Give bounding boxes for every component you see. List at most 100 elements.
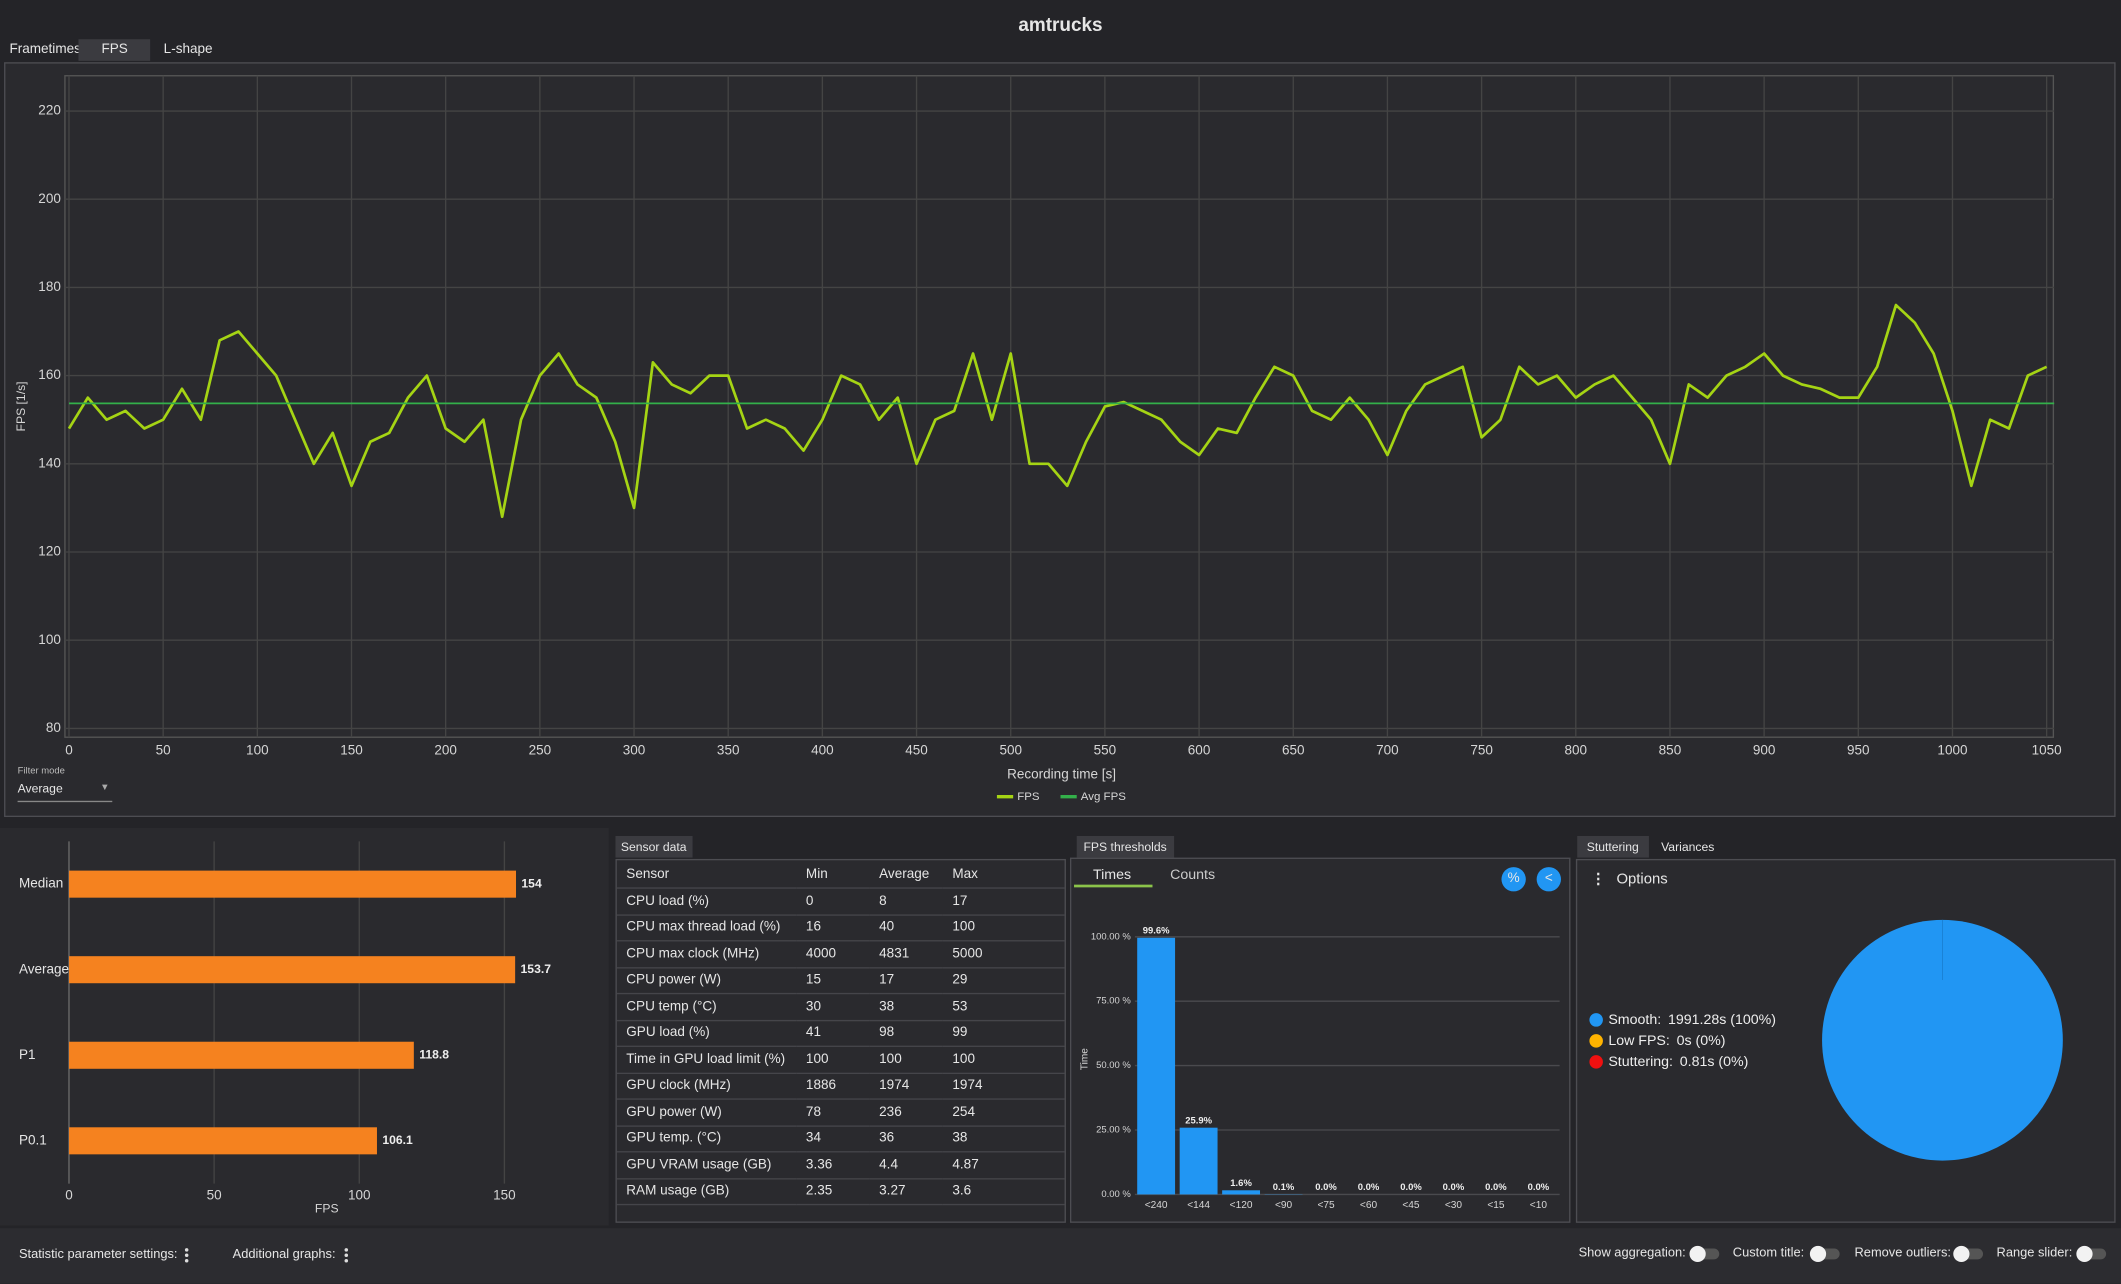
tab[interactable]: L-shape bbox=[163, 41, 213, 57]
kebab-dot bbox=[344, 1258, 349, 1263]
table-cell: 100 bbox=[942, 1046, 1065, 1074]
x-tick-label: <60 bbox=[1360, 1200, 1378, 1211]
table-cell: 99 bbox=[942, 1019, 1065, 1047]
subtab[interactable]: Counts bbox=[1170, 867, 1216, 884]
table-cell: 4.4 bbox=[869, 1151, 943, 1179]
x-tick-label: <90 bbox=[1275, 1200, 1293, 1211]
x-tick-label: 100 bbox=[246, 742, 269, 757]
legend-dot bbox=[1589, 1013, 1603, 1027]
legend-category: Stuttering: bbox=[1608, 1054, 1673, 1070]
table-cell: 98 bbox=[869, 1019, 943, 1047]
table-row: CPU load (%) 0 8 17 bbox=[616, 888, 1065, 916]
kebab-dot bbox=[344, 1253, 349, 1258]
x-tick-label: 850 bbox=[1659, 742, 1682, 757]
table-cell: 30 bbox=[796, 993, 870, 1021]
x-tick-label: 100 bbox=[348, 1187, 371, 1202]
legend-value: 0.81s (0%) bbox=[1680, 1054, 1749, 1070]
x-tick-label: <10 bbox=[1530, 1200, 1548, 1211]
legend-value: 0s (0%) bbox=[1677, 1033, 1726, 1049]
tab-selected[interactable]: FPS bbox=[78, 39, 151, 61]
bar bbox=[68, 870, 517, 898]
x-tick-label: 900 bbox=[1753, 742, 1776, 757]
subtab-selected[interactable]: Times bbox=[1092, 867, 1132, 884]
table-cell: 34 bbox=[796, 1125, 870, 1153]
table-cell: 236 bbox=[869, 1099, 943, 1127]
y-tick-label: 75.00 % bbox=[1096, 996, 1131, 1007]
footer-bar bbox=[0, 1228, 2121, 1284]
table-cell: CPU max clock (MHz) bbox=[616, 940, 797, 968]
filter-value: Average bbox=[17, 781, 63, 796]
table-cell: CPU load (%) bbox=[616, 888, 797, 916]
toggle-knob bbox=[1953, 1245, 1970, 1263]
table-cell: 16 bbox=[796, 914, 870, 942]
column-header: Average bbox=[869, 860, 943, 889]
tab[interactable]: Variances bbox=[1661, 840, 1715, 854]
footer-label: Show aggregation: bbox=[1578, 1245, 1686, 1261]
y-tick-label: 180 bbox=[38, 279, 61, 294]
pie-slice bbox=[1822, 919, 2063, 1161]
value-label: 0.0% bbox=[1400, 1182, 1422, 1193]
y-tick-label: 140 bbox=[38, 455, 61, 470]
subtab-underline bbox=[1074, 884, 1153, 888]
table-cell: 15 bbox=[796, 967, 870, 995]
y-tick-label: 200 bbox=[38, 191, 61, 206]
y-axis-label: Time bbox=[1080, 1048, 1091, 1070]
filter-select[interactable]: Average ▼ bbox=[17, 781, 113, 803]
sensor-panel: Sensor Min Average Max CPU load (%) 0 8 17 CPU m… bbox=[615, 858, 1066, 1223]
column-header: Min bbox=[796, 860, 870, 889]
tab-selected[interactable]: Stuttering bbox=[1577, 835, 1649, 858]
legend-label: FPS bbox=[1017, 791, 1040, 803]
x-tick-label: <45 bbox=[1402, 1200, 1420, 1211]
table-cell: 100 bbox=[796, 1046, 870, 1074]
series-line bbox=[67, 303, 2048, 519]
value-label: 154 bbox=[521, 876, 542, 890]
table-cell: 1974 bbox=[869, 1072, 943, 1100]
kebab-dot bbox=[184, 1258, 189, 1263]
table-cell: 3.6 bbox=[942, 1178, 1065, 1206]
table-cell: GPU temp. (°C) bbox=[616, 1125, 797, 1153]
table-row: CPU max thread load (%) 16 40 100 bbox=[616, 914, 1065, 942]
table-cell: 254 bbox=[942, 1099, 1065, 1127]
table-row: GPU temp. (°C) 34 36 38 bbox=[616, 1125, 1065, 1153]
x-tick-label: <144 bbox=[1187, 1200, 1210, 1211]
x-tick-label: 300 bbox=[623, 742, 646, 757]
x-tick-label: <240 bbox=[1145, 1200, 1168, 1211]
x-axis-label: Recording time [s] bbox=[1007, 767, 1116, 782]
table-cell: 8 bbox=[869, 888, 943, 916]
table-cell: RAM usage (GB) bbox=[616, 1178, 797, 1206]
table-cell: 4000 bbox=[796, 940, 870, 968]
legend-category: Smooth: bbox=[1608, 1012, 1661, 1028]
x-tick-label: <75 bbox=[1317, 1200, 1335, 1211]
options-label: Options bbox=[1616, 871, 1668, 888]
legend-dot bbox=[1589, 1034, 1603, 1048]
table-cell: GPU power (W) bbox=[616, 1099, 797, 1127]
tab[interactable]: Frametimes bbox=[9, 41, 81, 57]
table-row: CPU temp (°C) 30 38 53 bbox=[616, 993, 1065, 1021]
footer-label: Range slider: bbox=[1996, 1245, 2073, 1261]
tab-selected[interactable]: Sensor data bbox=[615, 835, 692, 858]
table-cell: 0 bbox=[796, 888, 870, 916]
table-cell: 53 bbox=[942, 993, 1065, 1021]
footer-label: Statistic parameter settings: bbox=[18, 1247, 178, 1263]
value-label: 1.6% bbox=[1230, 1178, 1252, 1189]
table-cell: 100 bbox=[942, 914, 1065, 942]
x-tick-label: 750 bbox=[1470, 742, 1493, 757]
table-row: Time in GPU load limit (%) 100 100 100 bbox=[616, 1046, 1065, 1074]
x-tick-label: 950 bbox=[1847, 742, 1870, 757]
collapse-button[interactable]: < bbox=[1536, 867, 1561, 892]
tab-selected[interactable]: FPS thresholds bbox=[1076, 835, 1174, 858]
table-cell: 4831 bbox=[869, 940, 943, 968]
legend-value: 1991.28s (100%) bbox=[1668, 1012, 1776, 1028]
table-row: CPU power (W) 15 17 29 bbox=[616, 967, 1065, 995]
value-label: 0.0% bbox=[1315, 1182, 1337, 1193]
options-button[interactable]: ⋮ Options bbox=[1591, 870, 1668, 888]
filter-label: Filter mode bbox=[17, 766, 65, 777]
category-label: P1 bbox=[19, 1047, 36, 1062]
percent-button[interactable]: % bbox=[1501, 867, 1526, 892]
category-label: Average bbox=[19, 961, 69, 976]
toggle-knob bbox=[2076, 1245, 2093, 1263]
value-label: 25.9% bbox=[1185, 1115, 1212, 1126]
